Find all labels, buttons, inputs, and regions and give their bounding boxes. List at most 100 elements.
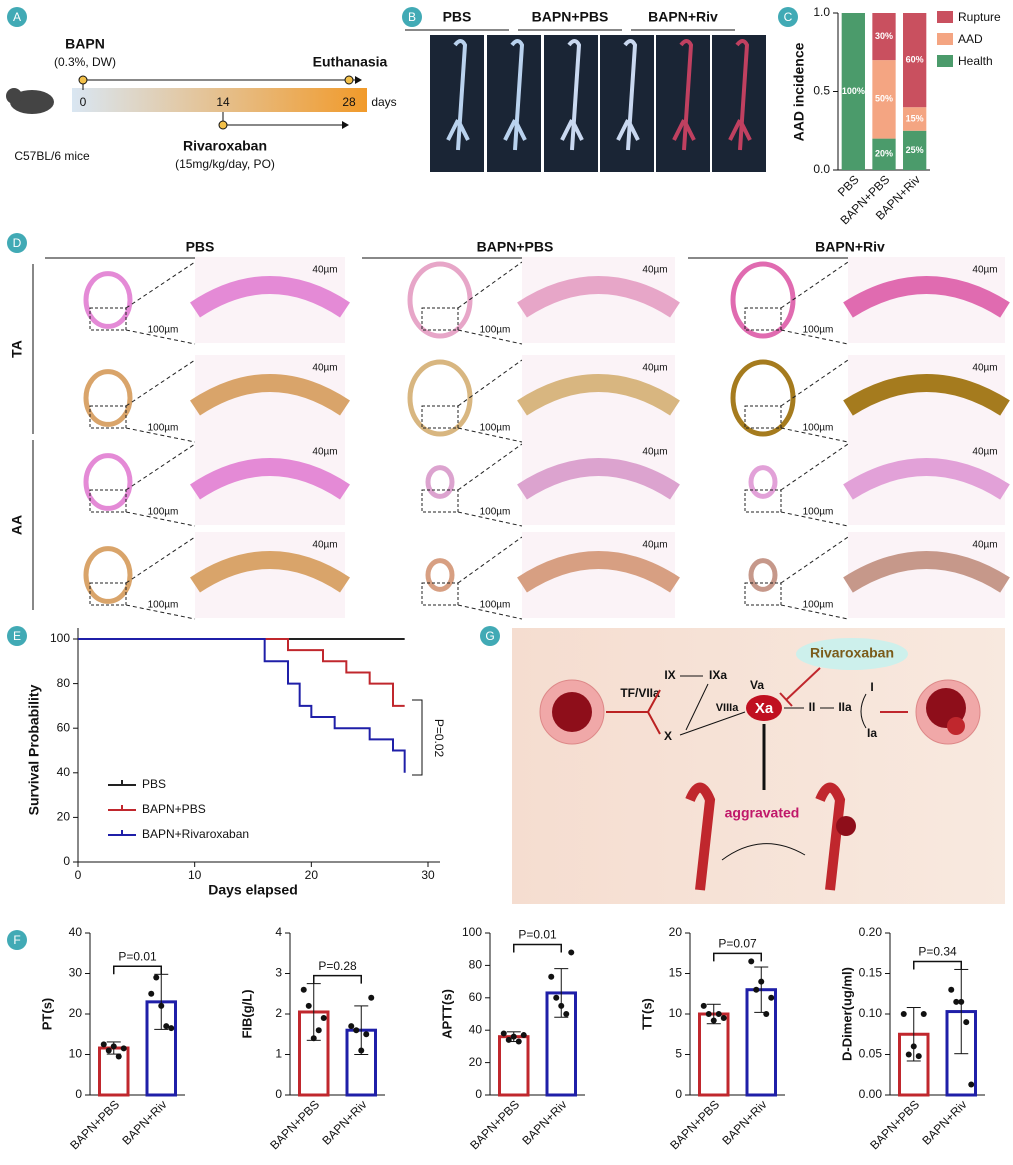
data-point: [353, 1027, 360, 1034]
aorta-shape: [446, 39, 470, 151]
scale-bar-label: 40µm: [642, 540, 667, 551]
bar-segment: [903, 107, 927, 131]
arrow-head: [355, 76, 362, 84]
aorta-photo: [656, 35, 710, 172]
significance-bracket: [913, 960, 962, 970]
data-point: [920, 1011, 927, 1017]
data-point: [700, 1002, 707, 1009]
aorta-shape: [616, 39, 640, 151]
legend-swatch: [937, 55, 953, 67]
scale-bar-label: 40µm: [642, 265, 667, 276]
vessel-section: [407, 261, 473, 339]
panel-g-background: [512, 628, 1005, 904]
vessel-section: [748, 558, 778, 592]
tissue-band: [190, 374, 350, 416]
data-point: [153, 974, 160, 981]
x-tick-label: BAPN+PBS: [67, 1097, 122, 1152]
aorta-shape: [672, 39, 696, 151]
scale-bar-label: 40µm: [642, 447, 667, 458]
arrow: [606, 689, 661, 735]
data-point: [900, 1011, 907, 1017]
scale-bar-label: 100µm: [803, 600, 834, 611]
zoom-box: [744, 307, 782, 331]
y-tick-label: 10: [69, 1047, 83, 1061]
pathway-label: IIa: [838, 700, 852, 714]
zoom-line: [125, 261, 196, 309]
data-point: [110, 1043, 117, 1050]
arrow-head: [342, 121, 349, 129]
bar-segment: [872, 60, 896, 139]
scale-bar-label: 40µm: [642, 363, 667, 374]
value-label: 20%: [875, 149, 893, 159]
significance-bracket: [412, 699, 423, 776]
scale-bar-label: 40µm: [312, 265, 337, 276]
bar: [98, 1046, 130, 1097]
scale-bar-label: 100µm: [148, 600, 179, 611]
scale-bar-label: 100µm: [803, 507, 834, 518]
timeline-bar: [72, 88, 367, 112]
tissue-band: [517, 458, 680, 500]
bar-segment: [872, 13, 896, 61]
zoom-box: [421, 405, 459, 429]
pathway-label: IX: [664, 668, 675, 682]
tissue-band: [190, 276, 350, 318]
zoom-box: [744, 489, 782, 513]
pathway-label: aggravated: [725, 805, 800, 821]
y-tick-label: 20: [469, 1055, 483, 1069]
scale-bar-label: 40µm: [312, 363, 337, 374]
y-tick-label: 40: [69, 925, 83, 939]
zoom-line: [457, 359, 523, 407]
marker: [78, 75, 88, 85]
vessel-section: [83, 546, 133, 604]
pathway-label: Ia: [867, 726, 877, 740]
x-tick-label: 20: [305, 868, 319, 882]
data-point: [763, 1011, 770, 1017]
data-point: [563, 1011, 570, 1017]
panel-label: A: [13, 10, 21, 24]
legend-label: Health: [958, 54, 993, 68]
value-label: 50%: [875, 94, 893, 104]
legend-label: BAPN+PBS: [142, 802, 206, 816]
zoom-box: [89, 582, 127, 606]
y-tick-label: 0: [275, 1087, 282, 1101]
zoom-line: [125, 443, 196, 491]
significance-bracket: [313, 974, 362, 984]
scale-bar-label: 40µm: [312, 447, 337, 458]
x-tick-label: BAPN+PBS: [467, 1097, 522, 1152]
scale-bar-label: 100µm: [148, 325, 179, 336]
x-tick-label: 30: [421, 868, 435, 882]
y-tick-label: 30: [69, 966, 83, 980]
zoom-line: [780, 427, 849, 443]
panel-label: G: [485, 629, 494, 643]
group-label: BAPN+Riv: [648, 9, 718, 25]
zoom-box: [421, 307, 459, 331]
timeline-unit: days: [371, 95, 396, 109]
scale-bar-label: 40µm: [972, 363, 997, 374]
zoom-line: [780, 604, 849, 620]
zoom-box: [421, 489, 459, 513]
vessel-section: [425, 558, 455, 592]
data-point: [558, 1002, 565, 1009]
aorta-shape: [560, 39, 584, 151]
y-tick-label: 100: [50, 631, 70, 645]
y-axis-label: AAD incidence: [791, 42, 807, 141]
zoom-box: [89, 307, 127, 331]
data-point: [968, 1081, 975, 1088]
legend-label: AAD: [958, 32, 983, 46]
aorta-shape: [503, 39, 527, 151]
data-point: [100, 1041, 107, 1048]
y-tick-label: 0.00: [859, 1087, 883, 1101]
data-point: [768, 994, 775, 1001]
data-point: [963, 1019, 970, 1026]
y-tick-label: 0: [675, 1087, 682, 1101]
y-tick-label: 60: [469, 990, 483, 1004]
data-point: [515, 1038, 522, 1045]
tissue-band: [517, 374, 680, 416]
legend-label: PBS: [142, 777, 166, 791]
x-axis-label: Days elapsed: [208, 882, 298, 898]
data-point: [158, 1002, 165, 1009]
data-point: [568, 949, 575, 956]
zoom-box: [744, 405, 782, 429]
data-point: [915, 1053, 922, 1060]
x-tick-label: BAPN+Riv: [319, 1097, 369, 1147]
